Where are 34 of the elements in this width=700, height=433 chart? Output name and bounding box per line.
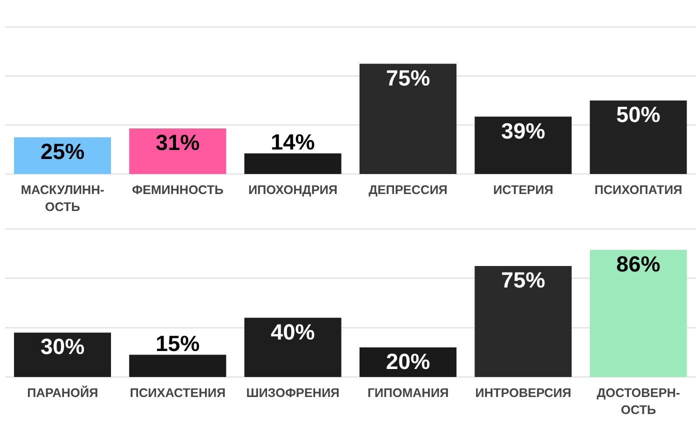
data-label: 86% — [616, 251, 660, 276]
x-tick-label: ГИПОМАНИЯ — [367, 386, 449, 400]
x-tick-label: ФЕМИННОСТЬ — [132, 182, 224, 197]
bar — [474, 266, 572, 377]
bar — [590, 100, 687, 174]
data-label: 20% — [386, 349, 430, 374]
data-label: 75% — [501, 268, 546, 293]
x-tick-label: МАСКУЛИНН-ОСТЬ — [20, 182, 104, 214]
bar — [360, 64, 456, 174]
data-label: 39% — [501, 118, 546, 144]
data-label: 40% — [270, 319, 315, 344]
data-label: 15% — [156, 330, 200, 356]
data-label: 30% — [40, 334, 85, 360]
bar — [244, 153, 342, 174]
x-tick-label: ПСИХОПАТИЯ — [594, 182, 682, 197]
x-tick-label: ПАРАНОЙЯ — [27, 384, 98, 400]
x-tick-label: ШИЗОФРЕНИЯ — [246, 386, 340, 400]
data-label: 14% — [270, 129, 315, 154]
bar — [590, 250, 687, 377]
x-tick-label: ДЕПРЕССИЯ — [368, 182, 448, 197]
x-tick-label: ПСИХАСТЕНИЯ — [130, 386, 226, 400]
bar — [129, 128, 226, 174]
data-label: 25% — [40, 138, 85, 164]
x-tick-label: ИПОХОНДРИЯ — [248, 182, 338, 197]
bar — [244, 318, 342, 377]
bar — [474, 116, 572, 174]
data-label: 50% — [616, 102, 660, 128]
x-tick-label: ИСТЕРИЯ — [493, 182, 554, 197]
bar — [129, 354, 226, 377]
x-tick-label: ИНТРОВЕРСИЯ — [475, 386, 572, 400]
x-tick-label: ДОСТОВЕРН-ОСТЬ — [596, 386, 680, 417]
data-label: 31% — [156, 130, 200, 156]
data-label: 75% — [386, 65, 430, 90]
bar — [14, 332, 111, 377]
